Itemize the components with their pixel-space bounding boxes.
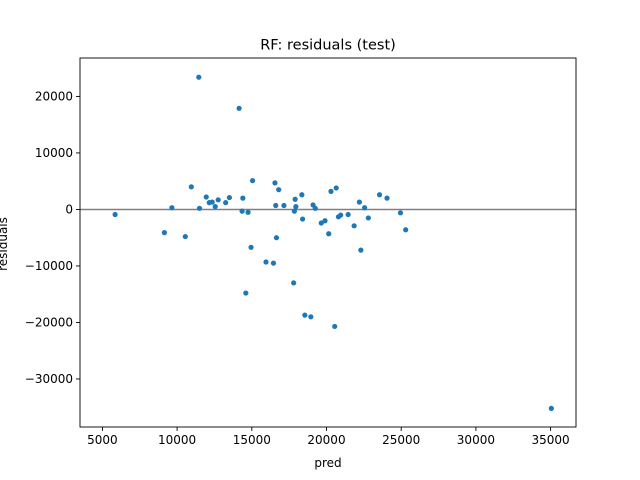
scatter-point bbox=[248, 244, 254, 250]
scatter-point bbox=[188, 184, 194, 190]
scatter-point bbox=[161, 230, 168, 236]
scatter-point bbox=[345, 211, 351, 218]
plot-area: 5000 10000 15000 20000 25000 30000 35000 −30000… bbox=[25, 57, 577, 447]
scatter-point bbox=[397, 210, 404, 216]
y-tick-label: 20000 bbox=[35, 89, 73, 103]
y-tick-label: 10000 bbox=[35, 146, 73, 160]
scatter-point bbox=[273, 202, 279, 209]
scatter-point bbox=[328, 188, 334, 194]
scatter-point bbox=[333, 185, 339, 191]
scatter-point bbox=[322, 218, 328, 224]
chart-title: RF: residuals (test) bbox=[260, 38, 396, 54]
scatter-point bbox=[332, 323, 338, 330]
scatter-point bbox=[308, 314, 314, 320]
scatter-point bbox=[239, 208, 245, 214]
scatter-point bbox=[240, 195, 246, 201]
y-tick-label: −20000 bbox=[25, 315, 73, 329]
scatter-point bbox=[299, 192, 305, 198]
scatter-point bbox=[351, 223, 357, 229]
scatter-point bbox=[223, 200, 229, 206]
scatter-point bbox=[169, 205, 175, 211]
x-tick-label: 30000 bbox=[457, 433, 495, 447]
plot-frame bbox=[79, 57, 577, 428]
scatter-point bbox=[212, 204, 218, 210]
scatter-point bbox=[302, 312, 308, 318]
scatter-point bbox=[548, 405, 554, 411]
y-tick-label: −30000 bbox=[25, 372, 73, 386]
scatter-point bbox=[293, 204, 299, 210]
scatter-point bbox=[209, 199, 215, 205]
scatter-point bbox=[249, 178, 256, 184]
scatter-point bbox=[182, 233, 188, 240]
x-tick-label: 20000 bbox=[307, 433, 345, 447]
scatter-point bbox=[236, 105, 242, 111]
scatter-point bbox=[356, 199, 362, 205]
scatter-point bbox=[384, 195, 390, 201]
scatter-point bbox=[276, 187, 282, 193]
x-tick-label: 25000 bbox=[382, 433, 420, 447]
scatter-point bbox=[215, 197, 221, 203]
y-axis-title: residuals bbox=[0, 217, 10, 271]
scatter-point bbox=[270, 260, 277, 266]
scatter-point bbox=[243, 290, 249, 296]
x-tick-label: 5000 bbox=[87, 433, 118, 447]
scatter-point bbox=[291, 208, 297, 214]
y-tick-label: 0 bbox=[65, 202, 73, 216]
scatter-point bbox=[300, 216, 306, 222]
scatter-point bbox=[226, 194, 232, 201]
scatter-point bbox=[403, 227, 409, 233]
scatter-point bbox=[112, 211, 118, 218]
scatter-point bbox=[358, 247, 364, 253]
x-axis-title: pred bbox=[314, 456, 341, 470]
scatter-point bbox=[281, 202, 287, 209]
scatter-point bbox=[326, 231, 332, 237]
scatter-point bbox=[196, 74, 202, 80]
scatter-point bbox=[376, 192, 383, 198]
scatter-point bbox=[338, 212, 344, 218]
scatter-point bbox=[245, 209, 251, 215]
x-tick-label: 15000 bbox=[233, 433, 271, 447]
scatter-point bbox=[196, 205, 203, 211]
scatter-point bbox=[263, 259, 269, 265]
scatter-point bbox=[272, 180, 278, 186]
scatter-point bbox=[203, 194, 209, 200]
scatter-point bbox=[273, 235, 280, 241]
scatter-point bbox=[362, 205, 368, 211]
scatter-point bbox=[365, 215, 371, 221]
scatter-point bbox=[291, 280, 297, 286]
x-tick-label: 35000 bbox=[532, 433, 570, 447]
scatter-point bbox=[292, 196, 298, 202]
scatter-point bbox=[318, 220, 324, 226]
y-tick-label: −10000 bbox=[25, 259, 73, 273]
x-tick-label: 10000 bbox=[158, 433, 196, 447]
scatter-point bbox=[312, 205, 318, 211]
